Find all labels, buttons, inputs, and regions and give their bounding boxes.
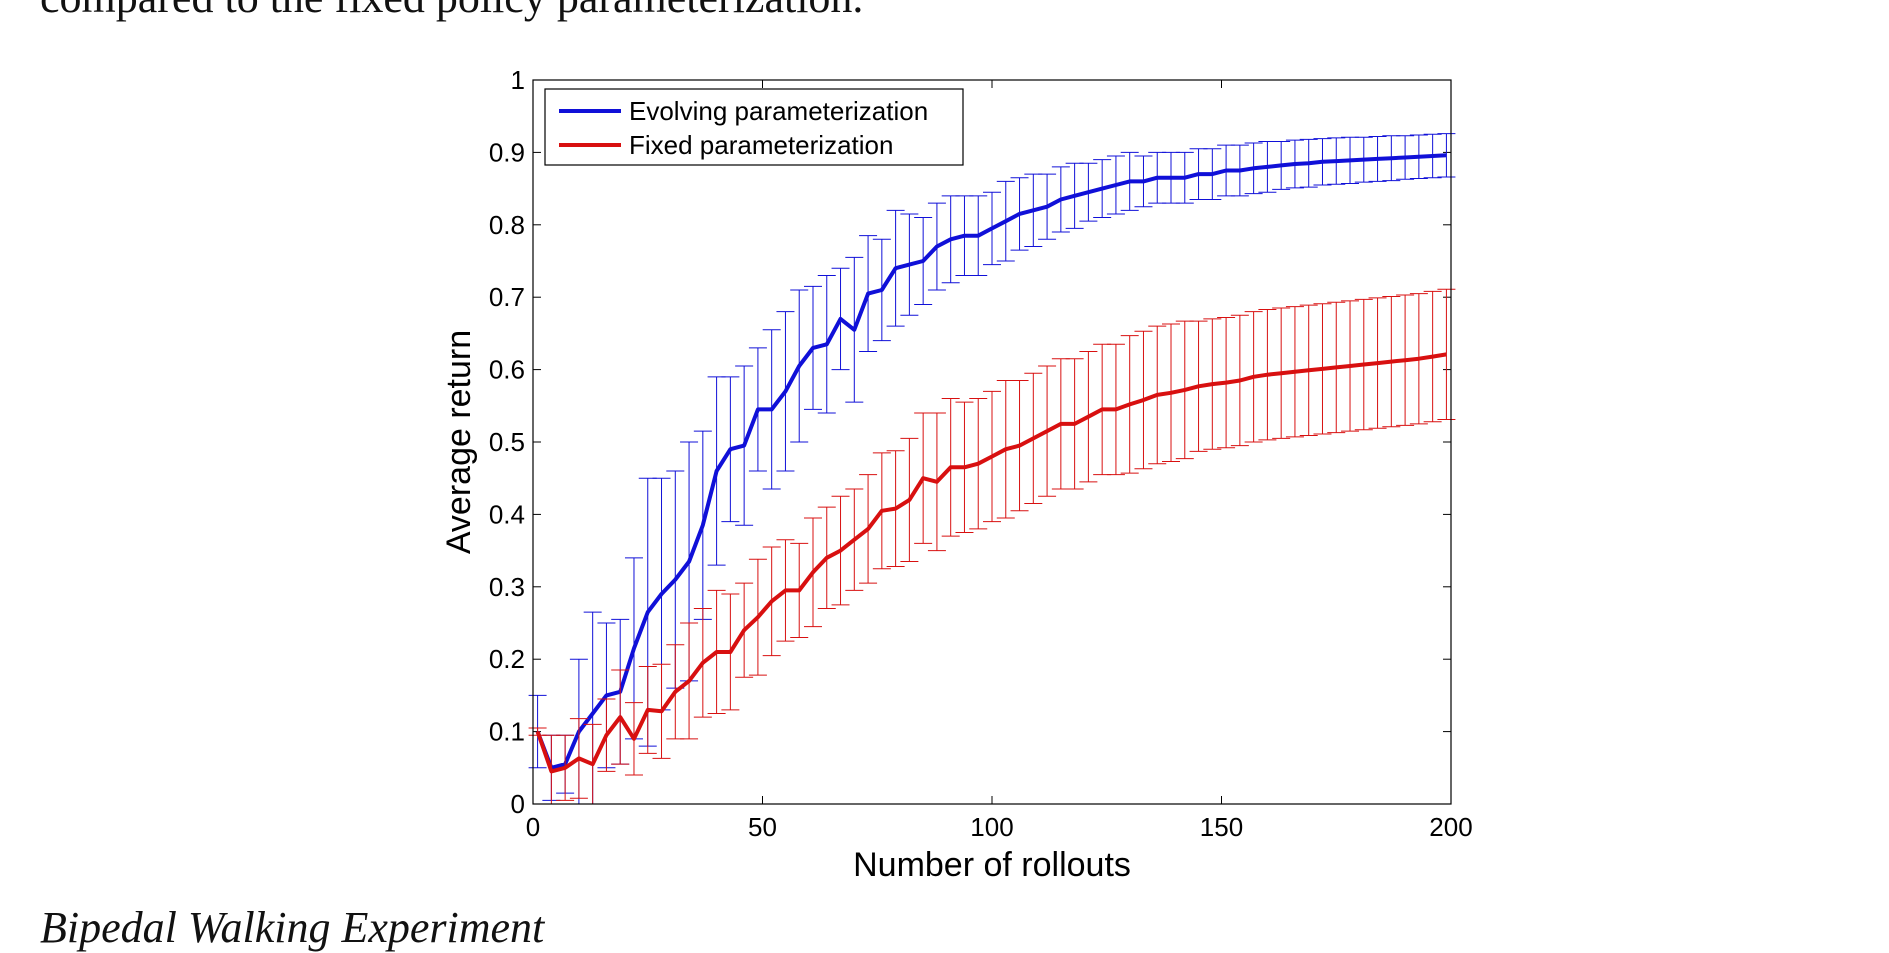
x-tick-label: 150: [1200, 812, 1243, 842]
legend-box: [544, 88, 964, 166]
series-line: [535, 352, 1447, 774]
x-tick-label: 200: [1429, 812, 1472, 842]
x-tick-label: 50: [748, 812, 777, 842]
y-tick-label: 0.8: [489, 210, 525, 240]
y-tick-label: 0.7: [489, 282, 525, 312]
x-tick-label: 0: [526, 812, 540, 842]
series-layer: [528, 133, 1456, 805]
plot-frame: [532, 79, 1452, 805]
y-tick-label: 0.9: [489, 137, 525, 167]
y-tick-label: 0.6: [489, 355, 525, 385]
y-tick-label: 1: [511, 65, 525, 95]
y-tick-label: 0.4: [489, 499, 525, 529]
line-chart: 0 50 100 150 200 0 0.1 0.2 0.3 0.4 0.5 0.6 0.7 0.8 0.9…: [440, 65, 1473, 884]
y-tick-label: 0.5: [489, 427, 525, 457]
document-text-top: compared to the fixed policy parameteriz…: [40, 0, 863, 23]
series-line: [535, 153, 1447, 770]
y-tick-label: 0.2: [489, 644, 525, 674]
x-axis-title: Number of rollouts: [853, 846, 1131, 884]
axis-ticks: 0 50 100 150 200 0 0.1 0.2 0.3 0.4 0.5 0.6 0.7 0.8 0.9…: [489, 65, 1473, 842]
y-tick-label: 0: [511, 789, 525, 819]
y-axis-title: Average return: [440, 330, 478, 554]
series-evolving: [528, 133, 1456, 805]
legend-label-evolving: Evolving parameterization: [629, 96, 928, 126]
legend-label-fixed: Fixed parameterization: [629, 130, 893, 160]
x-tick-label: 100: [970, 812, 1013, 842]
series-fixed: [528, 288, 1456, 805]
y-tick-label: 0.3: [489, 572, 525, 602]
legend: Evolving parameterization Fixed paramete…: [544, 88, 964, 166]
y-tick-label: 0.1: [489, 717, 525, 747]
document-text-bottom: Bipedal Walking Experiment: [40, 903, 545, 952]
